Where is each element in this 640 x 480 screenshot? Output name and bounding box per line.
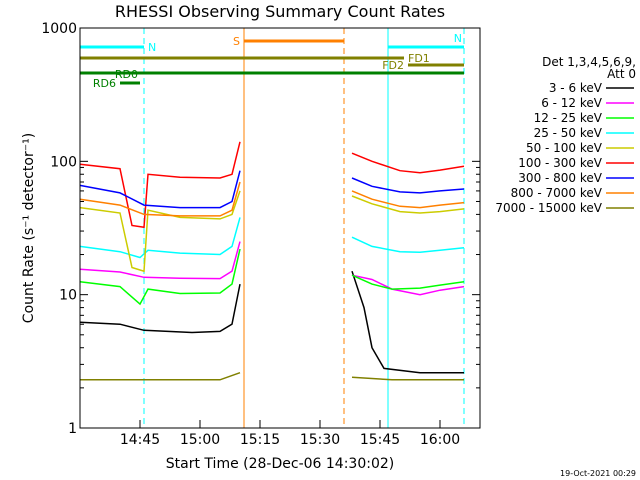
legend-label-0: 3 - 6 keV: [549, 81, 603, 95]
flag-label-4: FD2: [382, 59, 404, 72]
series-line-4-1: [351, 195, 465, 214]
legend-label-3: 25 - 50 keV: [534, 126, 603, 140]
series-line-3-1: [351, 236, 465, 254]
series-line-7-0: [79, 181, 241, 217]
x-tick-label-4: 15:45: [360, 432, 400, 448]
series-line-8-0: [80, 371, 241, 381]
flag-label-0: N: [148, 41, 156, 54]
x-tick-label-5: 16:00: [420, 432, 460, 448]
y-axis-label: Count Rate (s⁻¹ detector⁻¹): [21, 133, 37, 323]
series-line-6-0: [79, 170, 241, 209]
legend-label-8: 7000 - 15000 keV: [495, 201, 602, 215]
chart-title: RHESSI Observing Summary Count Rates: [115, 2, 445, 21]
series-line-1-1: [351, 274, 465, 296]
legend-label-2: 12 - 25 keV: [534, 111, 603, 125]
legend-header-attenuator: Att 0: [607, 67, 636, 81]
generated-timestamp: 19-Oct-2021 00:29: [560, 469, 636, 478]
series-line-0-1: [351, 270, 464, 374]
y-tick-label-0: 1: [68, 421, 77, 437]
plot-frame: [79, 27, 481, 429]
series-line-4-0: [79, 190, 241, 273]
legend-label-4: 50 - 100 keV: [526, 141, 603, 155]
series-line-8-1: [351, 376, 464, 381]
flag-label-1: N: [454, 32, 462, 45]
flag-label-6: RD0: [115, 68, 138, 81]
series-line-2-0: [79, 248, 241, 306]
series-line-5-0: [79, 141, 241, 229]
series-line-6-1: [351, 177, 465, 194]
y-tick-label-2: 100: [50, 154, 77, 170]
x-tick-label-3: 15:30: [300, 432, 340, 448]
series-line-5-1: [351, 152, 465, 174]
series-line-0-0: [79, 283, 241, 334]
x-tick-label-2: 15:15: [240, 432, 280, 448]
y-tick-label-3: 1000: [41, 21, 77, 37]
legend-label-6: 300 - 800 keV: [518, 171, 602, 185]
flag-label-2: S: [233, 35, 240, 48]
x-tick-label-0: 14:45: [120, 432, 160, 448]
x-tick-label-1: 15:00: [180, 432, 220, 448]
x-axis-label: Start Time (28-Dec-06 14:30:02): [166, 456, 394, 472]
y-tick-label-1: 10: [59, 288, 77, 304]
legend-label-7: 800 - 7000 keV: [511, 186, 603, 200]
legend-label-1: 6 - 12 keV: [541, 96, 603, 110]
series-line-3-0: [79, 217, 241, 259]
series-line-1-0: [79, 241, 241, 280]
legend-label-5: 100 - 300 keV: [518, 156, 602, 170]
legend-header-detectors: Det 1,3,4,5,6,9,: [542, 55, 636, 69]
flag-label-7: RD6: [93, 77, 116, 90]
series-line-7-1: [351, 190, 465, 209]
flag-label-3: FD1: [408, 52, 430, 65]
series-line-2-1: [351, 274, 465, 290]
